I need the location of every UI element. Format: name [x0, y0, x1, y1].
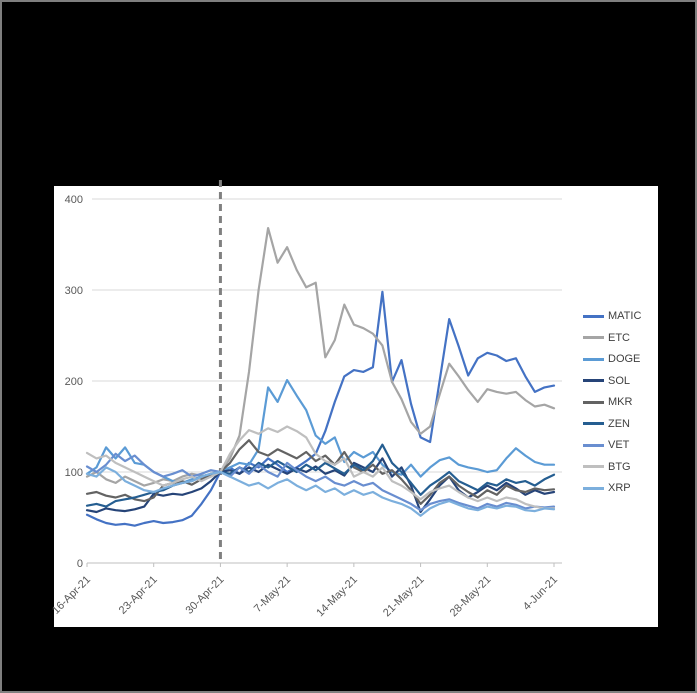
- legend-item-xrp: XRP: [583, 482, 641, 494]
- legend-swatch-icon: [583, 465, 604, 468]
- legend-swatch-icon: [583, 422, 604, 425]
- series-line-etc: [85, 226, 556, 487]
- legend-item-vet: VET: [583, 439, 641, 451]
- x-tick-label: 7-May-21: [252, 574, 293, 615]
- legend-label: SOL: [608, 374, 631, 387]
- series-line-zen: [85, 443, 556, 508]
- series-line-sol: [85, 457, 556, 514]
- series-line-doge: [85, 379, 556, 484]
- plot-svg: 0 100 200 300 400 16-Apr-21 23-Apr-21 30-Apr-21…: [50, 180, 562, 620]
- legend-item-btg: BTG: [583, 461, 641, 473]
- legend: MATIC ETC DOGE SOL MKR ZEN VET BTG XRP: [583, 310, 641, 494]
- legend-item-zen: ZEN: [583, 418, 641, 430]
- y-tick-label-0: 0: [77, 558, 83, 570]
- legend-swatch-icon: [583, 443, 604, 447]
- series-line-matic: [85, 290, 556, 527]
- y-tick-label-400: 400: [65, 194, 83, 206]
- legend-label: MKR: [608, 396, 633, 408]
- y-tick-label-300: 300: [65, 285, 83, 297]
- legend-label: BTG: [608, 460, 631, 473]
- series-line-vet: [85, 452, 556, 512]
- legend-label: ZEN: [608, 417, 630, 430]
- legend-item-mkr: MKR: [583, 396, 641, 408]
- legend-label: MATIC: [608, 310, 642, 322]
- y-tick-label-200: 200: [65, 376, 83, 388]
- legend-swatch-icon: [583, 336, 604, 339]
- legend-label: VET: [608, 439, 630, 451]
- legend-swatch-icon: [583, 379, 604, 382]
- legend-item-etc: ETC: [583, 332, 641, 344]
- y-tick-label-100: 100: [65, 467, 83, 479]
- x-tick-label: 30-Apr-21: [183, 574, 226, 617]
- series-line-btg: [85, 425, 556, 510]
- chart-panel: 0 100 200 300 400 16-Apr-21 23-Apr-21 30-Apr-21…: [50, 180, 658, 627]
- legend-item-matic: MATIC: [583, 310, 641, 322]
- legend-swatch-icon: [583, 486, 604, 490]
- x-tick-label: 23-Apr-21: [117, 574, 160, 617]
- legend-swatch-icon: [583, 400, 604, 404]
- legend-item-doge: DOGE: [583, 353, 641, 365]
- legend-label: DOGE: [608, 353, 641, 365]
- x-tick-label: 14-May-21: [314, 574, 360, 620]
- legend-swatch-icon: [583, 357, 604, 361]
- legend-label: XRP: [608, 482, 631, 494]
- x-tick-label: 16-Apr-21: [50, 574, 93, 617]
- series-line-xrp: [85, 466, 556, 517]
- x-tick-label: 21-May-21: [381, 574, 427, 620]
- x-tick-label: 28-May-21: [448, 574, 494, 620]
- legend-label: ETC: [608, 331, 630, 344]
- legend-item-sol: SOL: [583, 375, 641, 387]
- x-tick-label: 4-Jun-21: [521, 574, 560, 613]
- legend-swatch-icon: [583, 314, 604, 318]
